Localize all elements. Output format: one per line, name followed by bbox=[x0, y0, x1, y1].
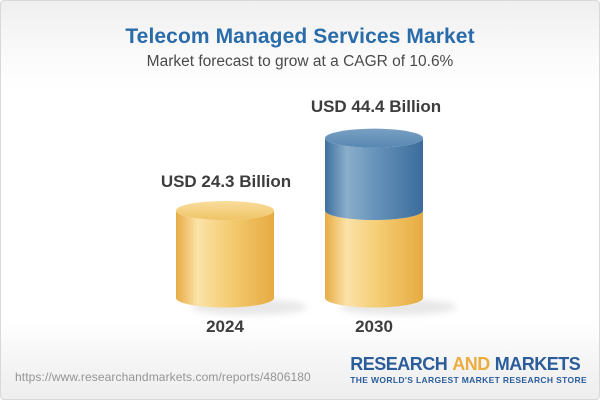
page-title: Telecom Managed Services Market bbox=[125, 25, 475, 48]
cylinder-top-2024 bbox=[176, 201, 274, 221]
logo-word-research: RESEARCH bbox=[350, 354, 448, 374]
logo-tagline: THE WORLD'S LARGEST MARKET RESEARCH STOR… bbox=[350, 375, 587, 385]
value-label-2030: USD 44.4 Billion bbox=[310, 97, 442, 116]
logo-wordmark: RESEARCH AND MARKETS bbox=[350, 355, 587, 373]
research-and-markets-logo: RESEARCH AND MARKETS THE WORLD'S LARGEST M… bbox=[350, 355, 587, 385]
logo-word-markets: MARKETS bbox=[494, 354, 581, 374]
cylinder-segment-gold-2024 bbox=[176, 210, 274, 308]
category-label-2030: 2030 bbox=[355, 317, 393, 336]
category-label-2024: 2024 bbox=[206, 317, 244, 336]
cylinder-segment-gold-2030 bbox=[325, 210, 423, 308]
value-label-2024: USD 24.3 Billion bbox=[160, 172, 292, 191]
source-url: https://www.researchandmarkets.com/repor… bbox=[15, 370, 311, 384]
logo-word-and: AND bbox=[452, 354, 490, 374]
cylinder-segment-blue-2030 bbox=[325, 138, 423, 221]
page-subtitle: Market forecast to grow at a CAGR of 10.… bbox=[146, 53, 454, 70]
cylinder-top-2030 bbox=[325, 128, 423, 148]
